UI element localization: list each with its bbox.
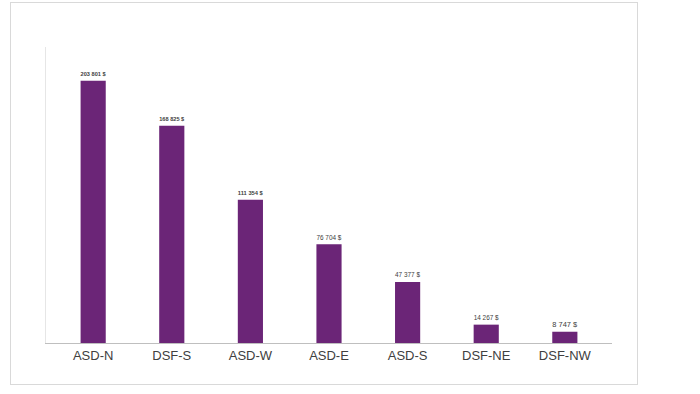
svg-text:14 267 $: 14 267 $	[474, 314, 499, 321]
svg-text:DSF-NE: DSF-NE	[462, 348, 511, 363]
svg-text:203 801 $: 203 801 $	[81, 71, 107, 77]
svg-text:ASD-E: ASD-E	[309, 348, 349, 363]
svg-text:DSF-NW: DSF-NW	[539, 348, 592, 363]
svg-text:ASD-S: ASD-S	[388, 348, 428, 363]
svg-text:8 747 $: 8 747 $	[552, 320, 578, 329]
svg-text:ASD-N: ASD-N	[73, 348, 113, 363]
svg-text:ASD-W: ASD-W	[229, 348, 273, 363]
svg-text:47 377 $: 47 377 $	[395, 271, 420, 278]
svg-text:168 825 $: 168 825 $	[159, 116, 185, 122]
svg-text:76 704 $: 76 704 $	[316, 234, 341, 241]
svg-text:DSF-S: DSF-S	[152, 348, 191, 363]
svg-text:111 354 $: 111 354 $	[238, 190, 264, 196]
